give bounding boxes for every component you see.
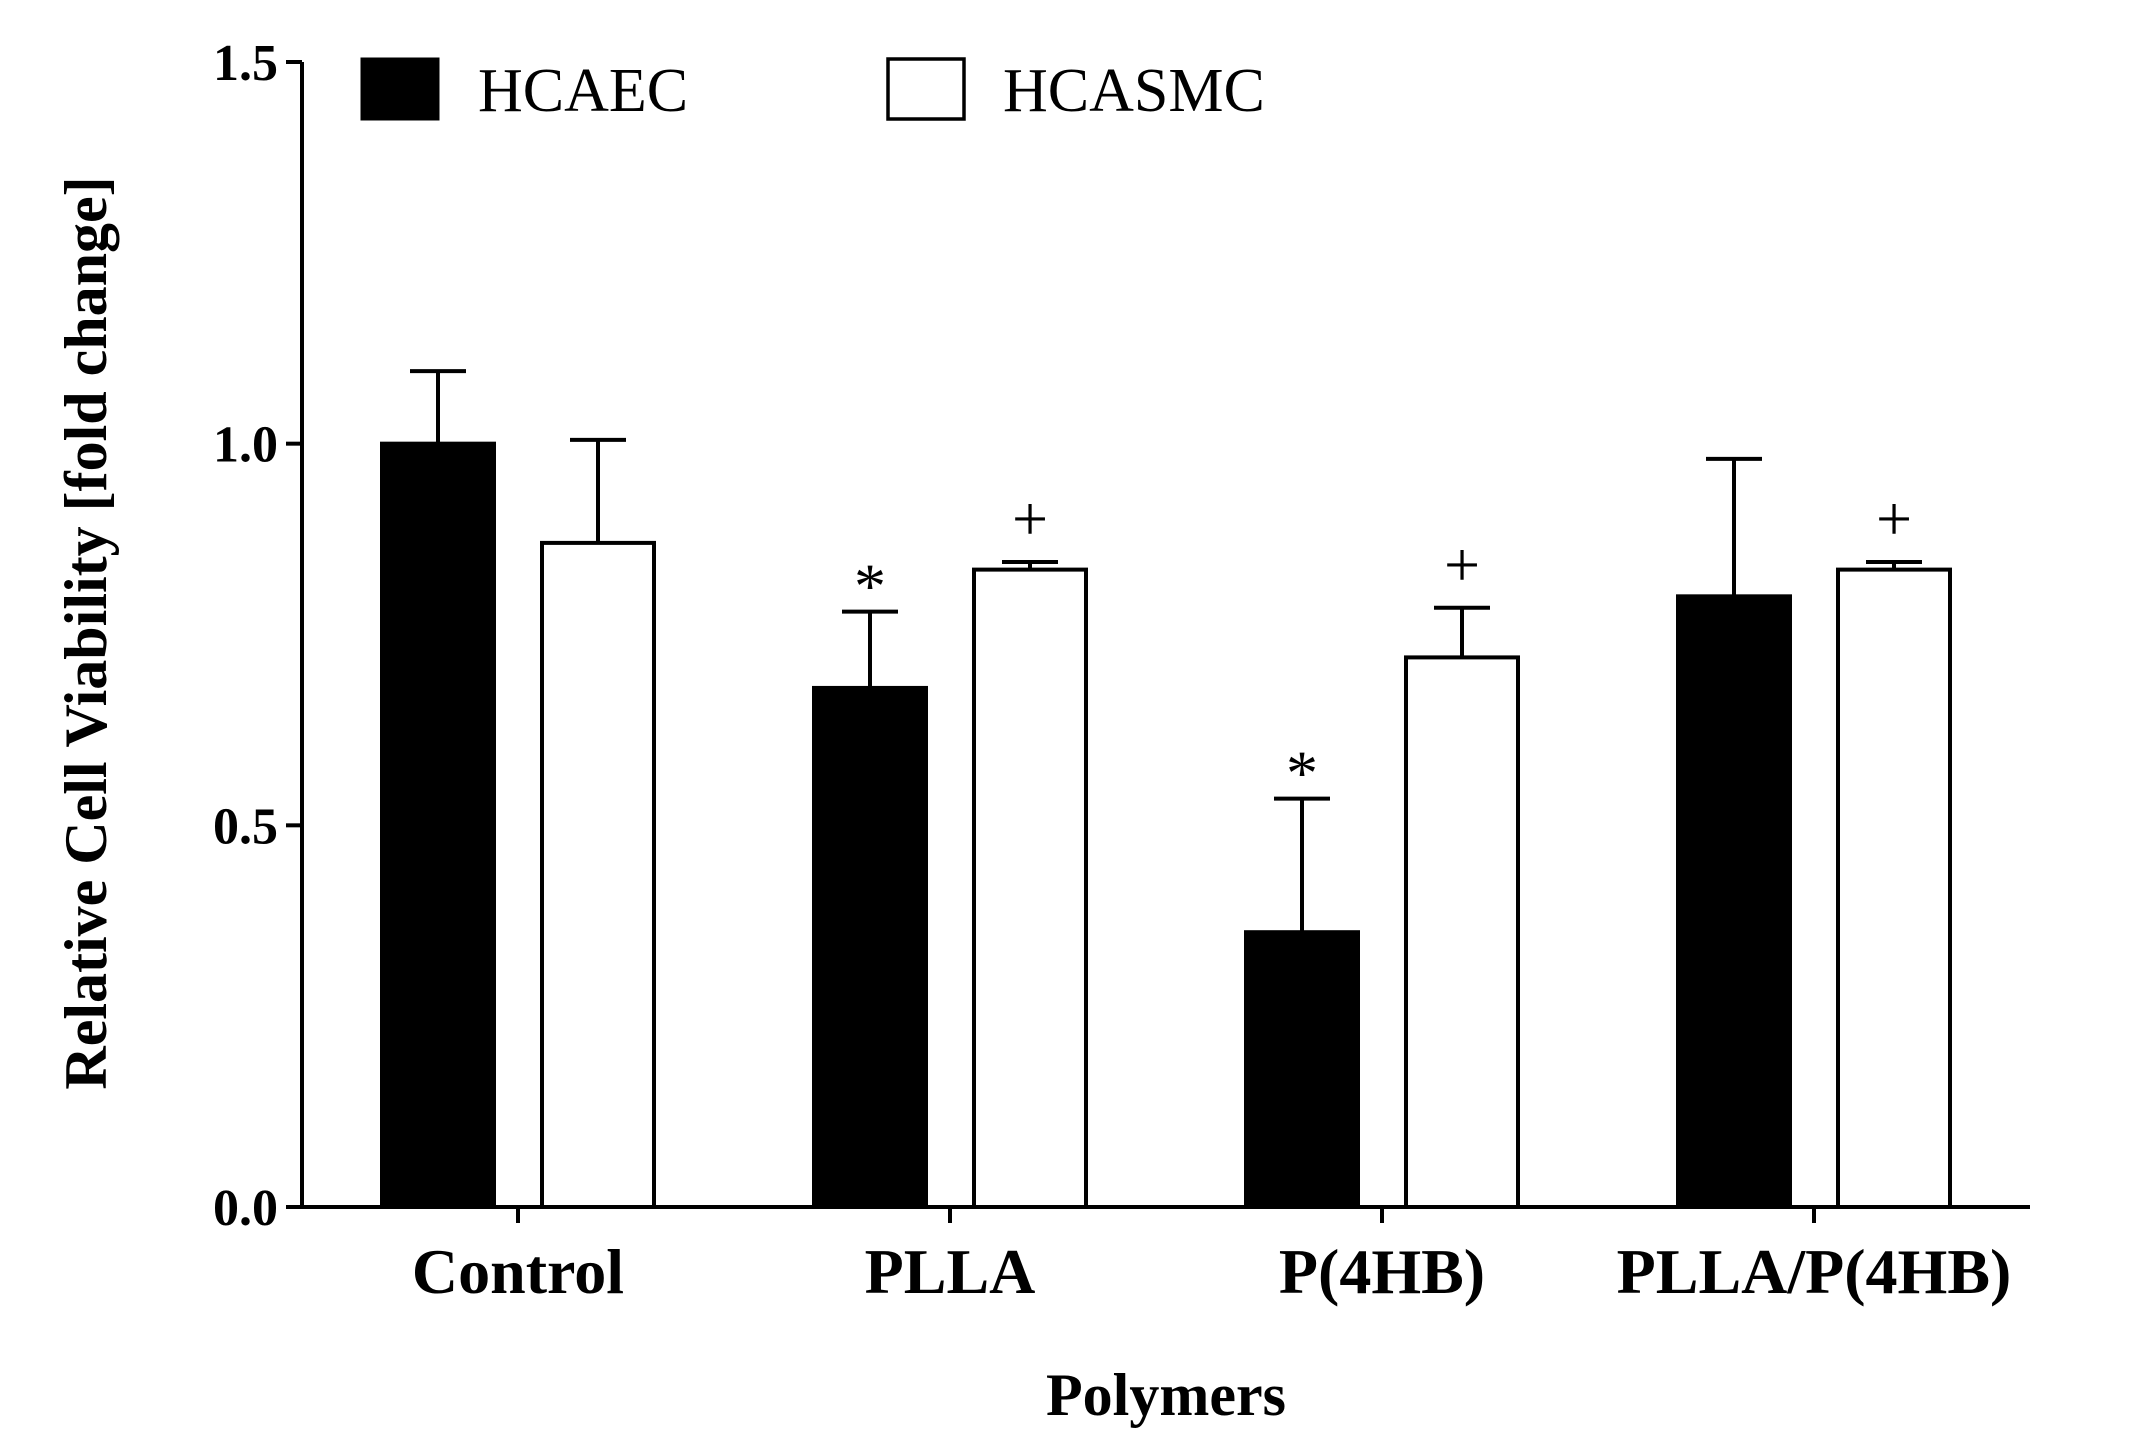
legend-swatch-hcaec (360, 57, 440, 121)
bar-hcasmc (1836, 567, 1952, 1209)
x-category-label: P(4HB) (1279, 1236, 1485, 1307)
y-tick-label: 1.0 (213, 417, 278, 474)
bars-layer (380, 441, 1952, 1209)
legend-label-hcasmc: HCASMC (1003, 57, 1265, 125)
significance-plus: + (1012, 483, 1048, 554)
bar-hcaec (812, 685, 928, 1209)
significance-asterisk: * (854, 551, 886, 622)
error-bars-layer (410, 369, 1922, 933)
bar-hcasmc (540, 540, 656, 1209)
significance-markers: * + * + + (854, 483, 1912, 809)
legend: HCAEC HCASMC (360, 57, 1265, 125)
x-axis-title: Polymers (1046, 1362, 1286, 1428)
bar-hcasmc (972, 567, 1088, 1209)
legend-label-hcaec: HCAEC (478, 57, 688, 125)
significance-plus: + (1876, 483, 1912, 554)
significance-plus: + (1444, 529, 1480, 600)
y-tick-label: 1.5 (213, 35, 278, 92)
significance-asterisk: * (1286, 738, 1318, 809)
x-categories: Control PLLA P(4HB) PLLA/P(4HB) (412, 1207, 2011, 1307)
x-category-label: PLLA (865, 1236, 1036, 1307)
legend-swatch-hcasmc (886, 57, 966, 121)
x-category-label: PLLA/P(4HB) (1617, 1236, 2012, 1307)
y-ticks: 0.0 0.5 1.0 1.5 (213, 35, 302, 1237)
bar-hcasmc (1404, 655, 1520, 1209)
bar-hcaec (1244, 930, 1360, 1209)
bar-hcaec (380, 441, 496, 1209)
y-tick-label: 0.0 (213, 1180, 278, 1237)
axes (300, 62, 2030, 1209)
bar-hcaec (1676, 594, 1792, 1209)
y-axis-title: Relative Cell Viability [fold change] (53, 176, 119, 1089)
y-tick-label: 0.5 (213, 798, 278, 855)
x-category-label: Control (412, 1236, 624, 1307)
